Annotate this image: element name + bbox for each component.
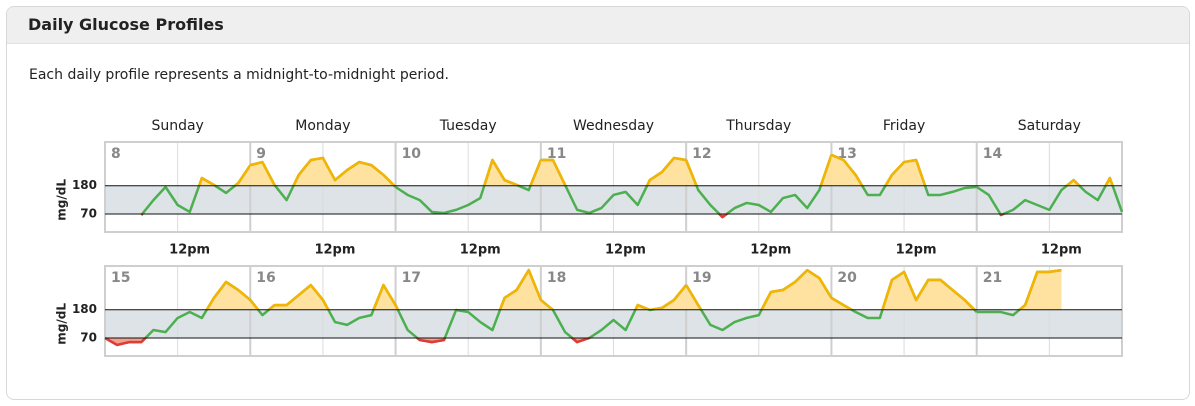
glucose-line-high bbox=[540, 284, 688, 310]
weekday-label: Sunday bbox=[151, 118, 203, 134]
glucose-line-high bbox=[482, 158, 543, 186]
date-label: 20 bbox=[837, 270, 857, 286]
x-tick-label: 12pm bbox=[169, 243, 210, 258]
glucose-line-high bbox=[249, 156, 397, 186]
date-label: 19 bbox=[692, 270, 711, 286]
weekday-label: Friday bbox=[883, 118, 925, 134]
x-tick-label: 12pm bbox=[896, 243, 937, 258]
glucose-line-high bbox=[540, 156, 687, 186]
date-label: 12 bbox=[692, 146, 711, 162]
glucose-line-high bbox=[394, 268, 543, 310]
weekday-label: Thursday bbox=[725, 118, 791, 134]
x-tick-label: 12pm bbox=[314, 243, 355, 258]
glucose-line-high bbox=[1017, 268, 1062, 310]
glucose-line bbox=[684, 154, 833, 219]
glucose-line-low bbox=[998, 214, 1007, 217]
date-label: 11 bbox=[547, 146, 566, 162]
high-fill bbox=[540, 157, 687, 186]
glucose-line-high bbox=[830, 270, 977, 310]
x-tick-label: 12pm bbox=[1041, 243, 1082, 258]
glucose-line bbox=[140, 164, 252, 216]
high-fill bbox=[686, 270, 832, 310]
glucose-line-high bbox=[205, 280, 252, 310]
date-label: 17 bbox=[402, 270, 421, 286]
date-label: 14 bbox=[983, 146, 1003, 162]
high-fill bbox=[976, 270, 1062, 310]
date-label: 15 bbox=[111, 270, 130, 286]
low-fill bbox=[105, 338, 251, 345]
high-fill bbox=[831, 154, 977, 186]
glucose-line-low bbox=[105, 338, 148, 347]
high-fill bbox=[540, 285, 687, 310]
weekday-label: Monday bbox=[295, 118, 350, 134]
glucose-line-high bbox=[830, 153, 927, 186]
weekday-label: Saturday bbox=[1018, 118, 1081, 134]
weekday-label: Tuesday bbox=[439, 118, 497, 134]
glucose-line-high bbox=[249, 283, 397, 310]
row-frame bbox=[104, 141, 1123, 233]
date-label: 21 bbox=[983, 270, 1002, 286]
glucose-line-low bbox=[415, 338, 447, 344]
description: Each daily profile represents a midnight… bbox=[29, 67, 449, 83]
y-tick-label: 180 bbox=[72, 178, 97, 192]
row-frame bbox=[104, 265, 1123, 357]
x-tick-label: 12pm bbox=[605, 243, 646, 258]
date-label: 10 bbox=[402, 146, 422, 162]
y-axis-label: mg/dL bbox=[55, 303, 69, 345]
glucose-line-high bbox=[685, 268, 833, 310]
date-label: 16 bbox=[256, 270, 275, 286]
weekday-label: Wednesday bbox=[573, 118, 654, 134]
y-tick-label: 180 bbox=[72, 302, 97, 316]
x-tick-label: 12pm bbox=[750, 243, 791, 258]
panel: Daily Glucose Profiles Each daily profil… bbox=[6, 6, 1190, 400]
date-label: 8 bbox=[111, 146, 121, 162]
panel-title: Daily Glucose Profiles bbox=[7, 7, 1189, 44]
date-label: 13 bbox=[837, 146, 856, 162]
high-fill bbox=[141, 165, 251, 186]
high-fill bbox=[105, 281, 251, 310]
y-tick-label: 70 bbox=[80, 207, 97, 221]
date-label: 9 bbox=[256, 146, 266, 162]
x-tick-label: 12pm bbox=[460, 243, 501, 258]
high-fill bbox=[250, 285, 396, 310]
date-label: 18 bbox=[547, 270, 566, 286]
y-axis-label: mg/dL bbox=[55, 179, 69, 221]
high-fill bbox=[250, 157, 396, 186]
y-tick-label: 70 bbox=[80, 331, 97, 345]
